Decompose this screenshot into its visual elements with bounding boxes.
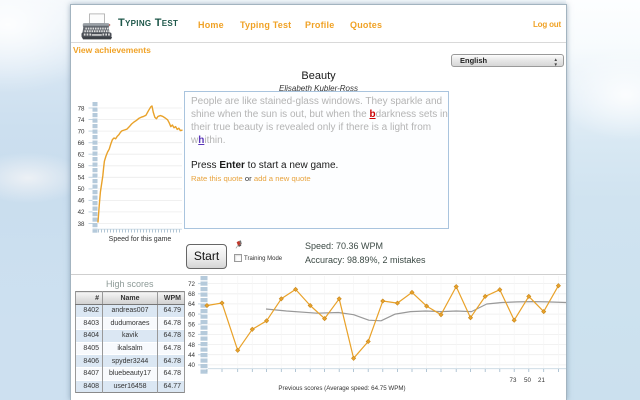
svg-text:52: 52	[188, 332, 195, 339]
svg-text:68: 68	[188, 291, 195, 298]
svg-text:44: 44	[188, 352, 195, 359]
svg-text:48: 48	[188, 342, 195, 349]
svg-text:50: 50	[78, 186, 85, 193]
svg-text:40: 40	[188, 362, 195, 369]
svg-text:38: 38	[78, 221, 85, 228]
svg-text:42: 42	[78, 209, 85, 216]
svg-text:72: 72	[188, 281, 195, 288]
svg-text:56: 56	[188, 322, 195, 329]
svg-text:50: 50	[524, 377, 531, 384]
svg-text:62: 62	[78, 152, 85, 159]
svg-text:70: 70	[78, 128, 85, 135]
svg-text:21: 21	[538, 377, 545, 384]
svg-text:74: 74	[78, 117, 85, 124]
svg-text:64: 64	[188, 301, 195, 308]
svg-text:73: 73	[510, 377, 517, 384]
svg-text:78: 78	[78, 105, 85, 112]
svg-text:66: 66	[78, 140, 85, 147]
svg-text:54: 54	[78, 175, 85, 182]
svg-text:46: 46	[78, 198, 85, 205]
svg-text:58: 58	[78, 163, 85, 170]
svg-text:60: 60	[188, 311, 195, 318]
